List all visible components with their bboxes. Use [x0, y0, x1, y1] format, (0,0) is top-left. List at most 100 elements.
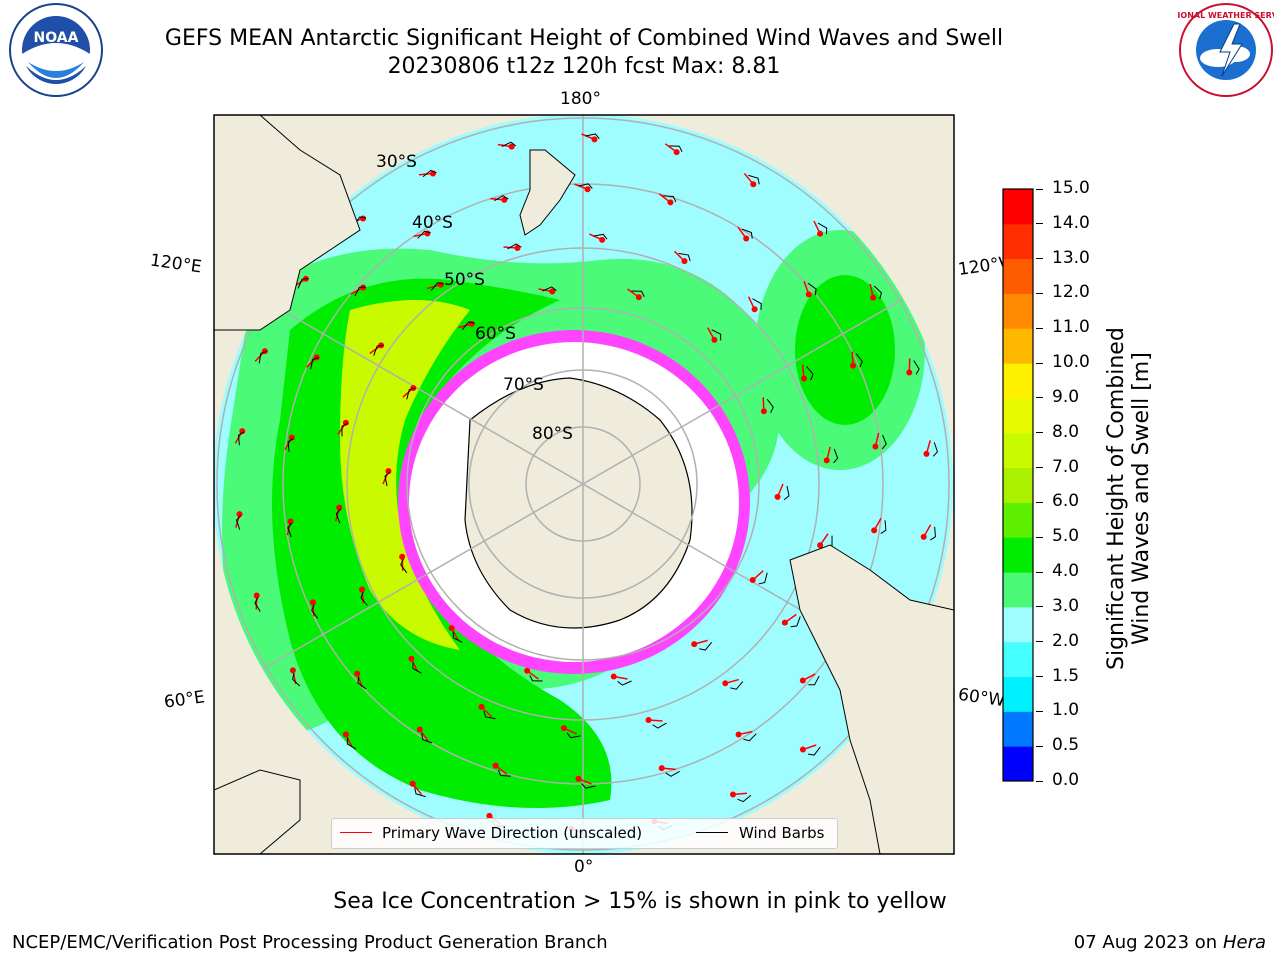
noaa-logo-icon: NOAA [9, 3, 103, 97]
colorbar-tick-mark [1036, 536, 1043, 538]
wind-barb [669, 145, 683, 152]
wind-barb [417, 230, 431, 239]
wind-barb [291, 673, 301, 687]
colorbar-tick-label: 12.0 [1052, 282, 1090, 303]
colorbar-band [1003, 537, 1033, 573]
wave-arrow-head [610, 673, 617, 680]
colorbar-band [1003, 223, 1033, 260]
wave-direction-legend-label: Primary Wave Direction (unscaled) [382, 824, 643, 842]
lat-label-70s: 70°S [503, 375, 544, 395]
wave-arrow-head [236, 511, 243, 518]
wind-barb [652, 722, 667, 729]
wave-arrow-head [658, 765, 665, 772]
wave-arrow-head [743, 235, 750, 242]
wave-arrow-head [410, 384, 417, 391]
wave-arrow-head [549, 288, 556, 295]
lat-label-40s: 40°S [412, 213, 453, 233]
colorbar-tick-label: 10.0 [1052, 352, 1090, 373]
colorbar [1002, 188, 1034, 782]
wind-barb [663, 195, 677, 203]
wave-arrow-head [313, 354, 320, 361]
wave-arrow-head [360, 215, 367, 222]
colorbar-tick-mark [1036, 327, 1043, 329]
wave-arrow-head [722, 680, 729, 687]
wave-arrow-head [729, 791, 736, 798]
wave-arrow-head [635, 294, 642, 301]
wind-barb [412, 662, 422, 674]
wind-barb [855, 353, 863, 368]
wave-arrow-head [774, 493, 781, 500]
wind-barb [238, 431, 245, 446]
colorbar-band [1003, 363, 1033, 399]
wind-barb [422, 169, 437, 178]
wind-barb [566, 732, 581, 739]
wave-arrow-head [751, 306, 758, 313]
wave-arrow-head [486, 812, 493, 819]
colorbar-band [1003, 467, 1033, 503]
wave-arrow-head [681, 258, 688, 265]
new-zealand-land [519, 149, 576, 236]
wind-barb [373, 344, 384, 356]
wave-arrow-head [584, 186, 591, 193]
wave-arrow-head [599, 236, 606, 243]
wave-arrow-head [850, 362, 857, 369]
wave-arrow-head [359, 586, 366, 593]
colorbar-band [1003, 432, 1033, 469]
wind-barb [913, 360, 920, 375]
wave-arrow-head [749, 577, 756, 584]
wind-barb [929, 526, 936, 541]
wind-barb [711, 329, 722, 341]
wave-arrow-head [872, 443, 879, 450]
credit-line: NCEP/EMC/Verification Post Processing Pr… [12, 932, 608, 953]
wind-barb [790, 616, 801, 628]
wind-barb [354, 286, 366, 297]
wave-arrow-head [501, 196, 508, 203]
lon-label-0: 0° [574, 857, 594, 877]
machine-name: Hera [1222, 932, 1266, 953]
wave-arrow-head [805, 291, 812, 298]
wind-barb [542, 286, 557, 292]
wind-barb [297, 278, 309, 289]
colorbar-band [1003, 502, 1033, 538]
colorbar-band [1003, 746, 1033, 782]
wave-arrow-head [591, 136, 598, 143]
wind-barb [581, 783, 596, 789]
wind-barb [808, 675, 820, 686]
colorbar-tick-label: 1.0 [1052, 700, 1080, 721]
lat-label-50s: 50°S [444, 270, 485, 290]
wind-barb [421, 733, 433, 744]
wave-arrow-head [408, 655, 415, 662]
wave-arrow-head [508, 143, 515, 150]
wave-arrow-head [800, 375, 807, 382]
wind-barb [494, 195, 509, 202]
colorbar-tick-mark [1036, 606, 1043, 608]
wave-arrow-head [342, 419, 349, 426]
wind-barb [748, 174, 760, 185]
wind-barb [360, 591, 368, 606]
colorbar-tick-label: 4.0 [1052, 561, 1080, 582]
colorbar-band [1003, 258, 1033, 294]
colorbar-band [1003, 711, 1033, 747]
colorbar-tick-mark [1036, 362, 1043, 364]
wave-arrow-head [342, 731, 349, 738]
wave-arrow-head [691, 641, 698, 648]
australia-land [214, 115, 361, 331]
colorbar-tick-mark [1036, 641, 1043, 643]
colorbar-tick-mark [1036, 780, 1043, 782]
colorbar-tick-mark [1036, 467, 1043, 469]
wave-arrow-head [817, 542, 824, 549]
wave-arrow-head [673, 149, 680, 156]
chart-title: GEFS MEAN Antarctic Significant Height o… [164, 26, 1004, 51]
wave-arrow-head [817, 230, 824, 237]
sea-ice-note: Sea Ice Concentration > 15% is shown in … [333, 889, 947, 914]
colorbar-tick-label: 11.0 [1052, 317, 1090, 338]
wave-arrow-head [799, 746, 806, 753]
wind-barb [766, 398, 774, 414]
colorbar-tick-mark [1036, 571, 1043, 573]
wind-barb [452, 631, 463, 643]
wave-arrow-head [514, 245, 521, 252]
colorbar-band [1003, 572, 1033, 608]
wave-arrow-head [253, 592, 260, 599]
wind-barb [578, 183, 593, 189]
